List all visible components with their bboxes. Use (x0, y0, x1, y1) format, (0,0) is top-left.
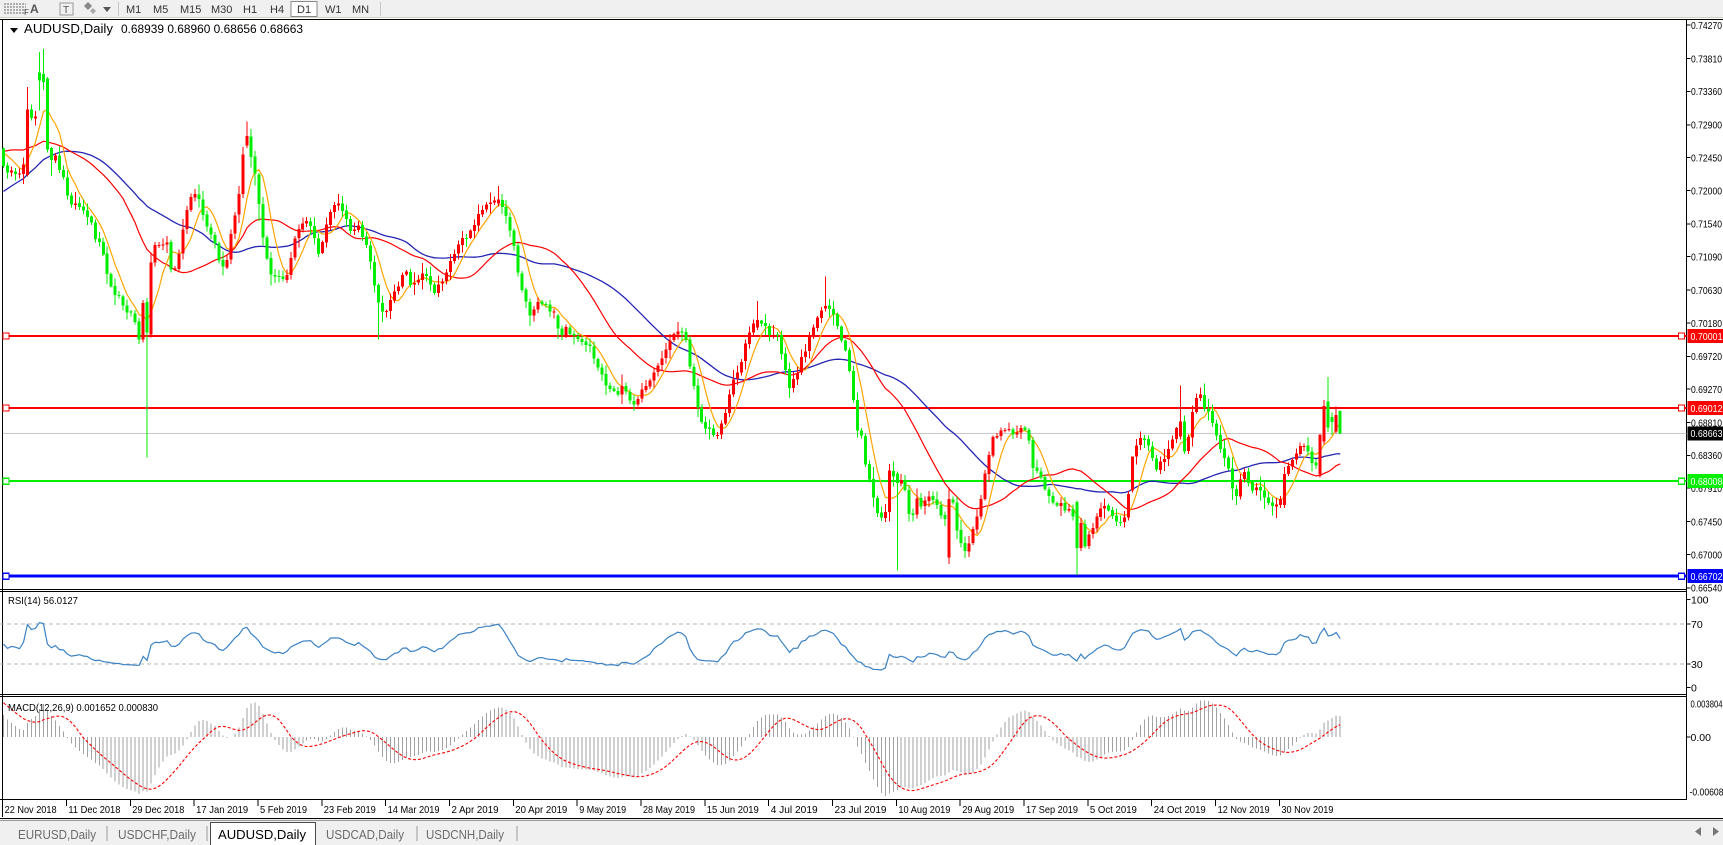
svg-text:22 Nov 2018: 22 Nov 2018 (5, 804, 57, 816)
svg-text:11 Dec 2018: 11 Dec 2018 (68, 804, 120, 816)
svg-text:W1: W1 (325, 4, 342, 16)
svg-text:MN: MN (352, 4, 369, 16)
svg-text:0.70630: 0.70630 (1691, 285, 1722, 297)
svg-text:H1: H1 (243, 4, 257, 16)
svg-text:20 Apr 2019: 20 Apr 2019 (515, 804, 567, 816)
svg-text:F: F (24, 8, 29, 17)
svg-text:MACD(12,26,9) 0.001652 0.00083: MACD(12,26,9) 0.001652 0.000830 (8, 702, 158, 714)
svg-text:17 Jan 2019: 17 Jan 2019 (196, 804, 248, 816)
svg-text:5 Feb 2019: 5 Feb 2019 (260, 804, 307, 816)
svg-text:0.73810: 0.73810 (1691, 54, 1722, 66)
svg-text:0.74270: 0.74270 (1691, 20, 1722, 32)
svg-text:0.72450: 0.72450 (1691, 153, 1722, 165)
svg-text:2 Apr 2019: 2 Apr 2019 (452, 804, 499, 816)
svg-text:D1: D1 (297, 4, 311, 16)
svg-text:USDCAD,Daily: USDCAD,Daily (326, 828, 405, 842)
svg-text:10 Aug 2019: 10 Aug 2019 (898, 804, 950, 816)
svg-text:0.68939 0.68960 0.68656 0.6866: 0.68939 0.68960 0.68656 0.68663 (121, 22, 303, 36)
svg-text:0.69012: 0.69012 (1691, 403, 1723, 415)
svg-text:M15: M15 (180, 4, 201, 16)
svg-text:70: 70 (1691, 619, 1703, 631)
svg-text:4 Jul 2019: 4 Jul 2019 (771, 804, 818, 816)
svg-text:0.72000: 0.72000 (1691, 185, 1722, 197)
svg-text:0.71090: 0.71090 (1691, 252, 1722, 264)
svg-text:0.70180: 0.70180 (1691, 318, 1722, 330)
svg-text:5 Oct 2019: 5 Oct 2019 (1090, 804, 1137, 816)
svg-text:100: 100 (1691, 594, 1709, 606)
svg-text:23 Jul 2019: 23 Jul 2019 (835, 804, 887, 816)
svg-text:24 Oct 2019: 24 Oct 2019 (1154, 804, 1206, 816)
svg-text:0.67000: 0.67000 (1691, 549, 1722, 561)
svg-text:15 Jun 2019: 15 Jun 2019 (707, 804, 759, 816)
svg-text:USDCHF,Daily: USDCHF,Daily (118, 828, 197, 842)
svg-text:AUDUSD,Daily: AUDUSD,Daily (218, 828, 307, 842)
svg-text:0.67450: 0.67450 (1691, 517, 1722, 529)
svg-text:T: T (63, 5, 69, 16)
svg-text:0.73360: 0.73360 (1691, 86, 1722, 98)
svg-text:14 Mar 2019: 14 Mar 2019 (388, 804, 440, 816)
svg-text:-0.00608: -0.00608 (1690, 787, 1723, 799)
svg-text:0.66540: 0.66540 (1691, 583, 1722, 595)
svg-text:0.68360: 0.68360 (1691, 450, 1722, 462)
svg-text:AUDUSD,Daily: AUDUSD,Daily (24, 22, 114, 36)
svg-text:30: 30 (1691, 659, 1703, 671)
svg-text:0.66702: 0.66702 (1691, 571, 1723, 583)
svg-text:RSI(14) 56.0127: RSI(14) 56.0127 (8, 595, 78, 607)
svg-text:0.70001: 0.70001 (1691, 331, 1723, 343)
svg-text:0.68008: 0.68008 (1691, 476, 1723, 488)
svg-text:29 Aug 2019: 29 Aug 2019 (962, 804, 1014, 816)
svg-text:M5: M5 (153, 4, 168, 16)
svg-text:0.00: 0.00 (1691, 732, 1712, 744)
svg-text:M30: M30 (211, 4, 232, 16)
svg-text:23 Feb 2019: 23 Feb 2019 (324, 804, 376, 816)
svg-text:0: 0 (1691, 682, 1697, 694)
svg-text:30 Nov 2019: 30 Nov 2019 (1281, 804, 1333, 816)
svg-text:A: A (30, 2, 39, 16)
svg-text:M1: M1 (126, 4, 141, 16)
svg-text:H4: H4 (270, 4, 284, 16)
svg-text:0.72900: 0.72900 (1691, 120, 1722, 132)
svg-text:17 Sep 2019: 17 Sep 2019 (1026, 804, 1078, 816)
svg-text:0.69270: 0.69270 (1691, 384, 1722, 396)
svg-text:28 May 2019: 28 May 2019 (643, 804, 695, 816)
svg-text:USDCNH,Daily: USDCNH,Daily (426, 828, 505, 842)
svg-text:0.003804: 0.003804 (1691, 699, 1723, 711)
svg-text:0.68663: 0.68663 (1691, 428, 1723, 440)
svg-text:EURUSD,Daily: EURUSD,Daily (18, 828, 97, 842)
svg-text:0.71540: 0.71540 (1691, 219, 1722, 231)
svg-text:0.69720: 0.69720 (1691, 351, 1722, 363)
svg-text:29 Dec 2018: 29 Dec 2018 (132, 804, 184, 816)
svg-text:9 May 2019: 9 May 2019 (579, 804, 626, 816)
svg-text:12 Nov 2019: 12 Nov 2019 (1218, 804, 1270, 816)
